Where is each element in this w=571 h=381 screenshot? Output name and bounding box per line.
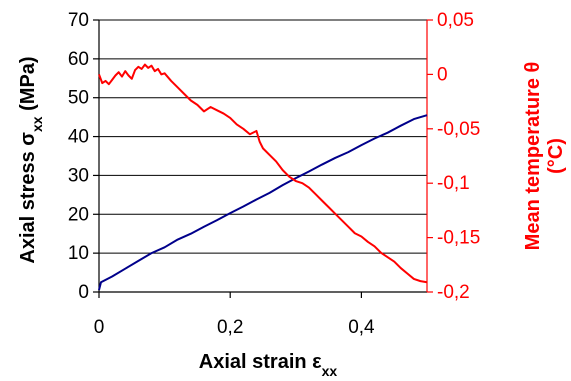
y-left-tick-label-7: 70	[68, 10, 89, 31]
y-right-tick-label-2: -0,05	[437, 119, 480, 140]
y-right-tick-label-4: -0,15	[437, 228, 480, 249]
grid	[99, 19, 427, 254]
y-right-tick-label-5: -0,2	[437, 282, 470, 303]
axis-titles: Axial strain εxx Axial stress σxx (MPa) …	[17, 56, 567, 379]
y-left-tick-label-6: 60	[68, 49, 89, 70]
series	[98, 63, 428, 291]
x-tick-label-0: 0	[94, 317, 105, 338]
y-left-tick-label-1: 10	[68, 243, 89, 264]
stress-series-line	[98, 114, 428, 291]
y-right-tick-label-3: -0,1	[437, 173, 470, 194]
y-right-tick-label-1: 0	[437, 64, 448, 85]
x-axis-title-main: Axial strain ε	[199, 351, 322, 373]
y-left-axis-title-sub: xx	[29, 116, 45, 132]
x-tick-label-1: 0,2	[217, 317, 243, 338]
x-axis-title: Axial strain εxx	[199, 351, 338, 379]
y-right-axis-title-line2: (°C)	[545, 138, 567, 174]
tick-labels: 0 10 20 30 40 50 60 70 0,05 0 -0,05 -0,1 -0,15 -0,2 0 0…	[68, 10, 480, 338]
y-left-tick-label-0: 0	[78, 282, 89, 303]
y-right-tick-label-0: 0,05	[437, 10, 474, 31]
y-right-axis-title-line1: Mean temperature θ	[522, 62, 544, 251]
y-left-tick-label-4: 40	[68, 127, 89, 148]
y-left-tick-label-5: 50	[68, 88, 89, 109]
y-left-axis-title: Axial stress σxx (MPa)	[17, 56, 45, 263]
temperature-series-line	[98, 63, 428, 284]
y-left-tick-label-3: 30	[68, 165, 89, 186]
y-left-tick-label-2: 20	[68, 204, 89, 225]
y-left-axis-title-unit: (MPa)	[17, 56, 39, 116]
axes	[93, 19, 433, 298]
x-axis-title-sub: xx	[322, 363, 338, 379]
x-tick-label-2: 0,4	[348, 317, 375, 338]
y-left-axis-title-main: Axial stress σ	[17, 132, 39, 264]
